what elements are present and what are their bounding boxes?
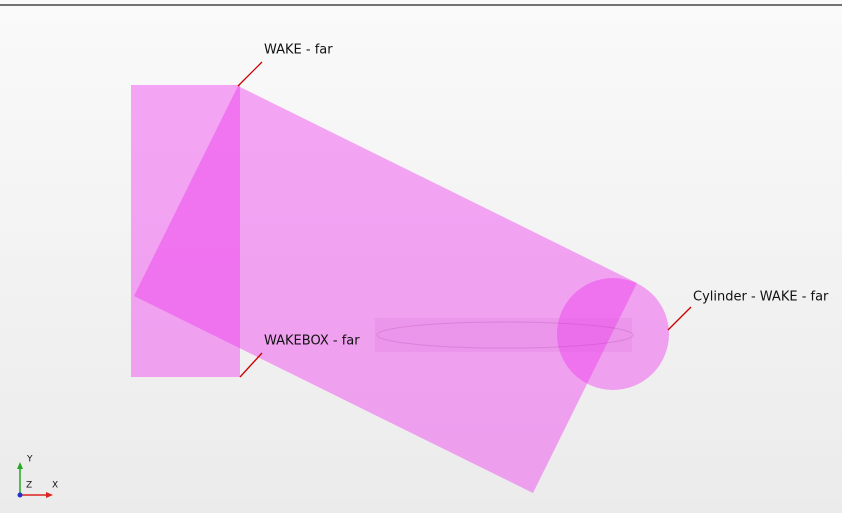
wakebox-far[interactable] bbox=[131, 85, 240, 377]
leader-line bbox=[239, 352, 263, 378]
body-box bbox=[375, 318, 632, 352]
annotation-label: WAKEBOX - far bbox=[264, 334, 360, 349]
y-arrow bbox=[17, 462, 23, 469]
axis-label: Z bbox=[26, 481, 32, 491]
cylinder-wake-far[interactable] bbox=[557, 278, 669, 390]
leaders bbox=[237, 61, 692, 378]
x-arrow bbox=[46, 492, 53, 498]
leader-line bbox=[237, 61, 263, 87]
z-axis bbox=[17, 492, 23, 498]
axis-triad: Y Z X bbox=[17, 455, 58, 498]
body bbox=[375, 318, 634, 352]
axis-label: X bbox=[52, 481, 58, 491]
axis-label: Y bbox=[26, 455, 33, 465]
annotation-label: WAKE - far bbox=[264, 43, 333, 58]
annotation-label: Cylinder - WAKE - far bbox=[693, 290, 829, 305]
wake-far[interactable] bbox=[134, 86, 637, 493]
body-outline bbox=[376, 321, 634, 349]
leader-line bbox=[667, 306, 692, 331]
geometry[interactable] bbox=[131, 85, 669, 493]
